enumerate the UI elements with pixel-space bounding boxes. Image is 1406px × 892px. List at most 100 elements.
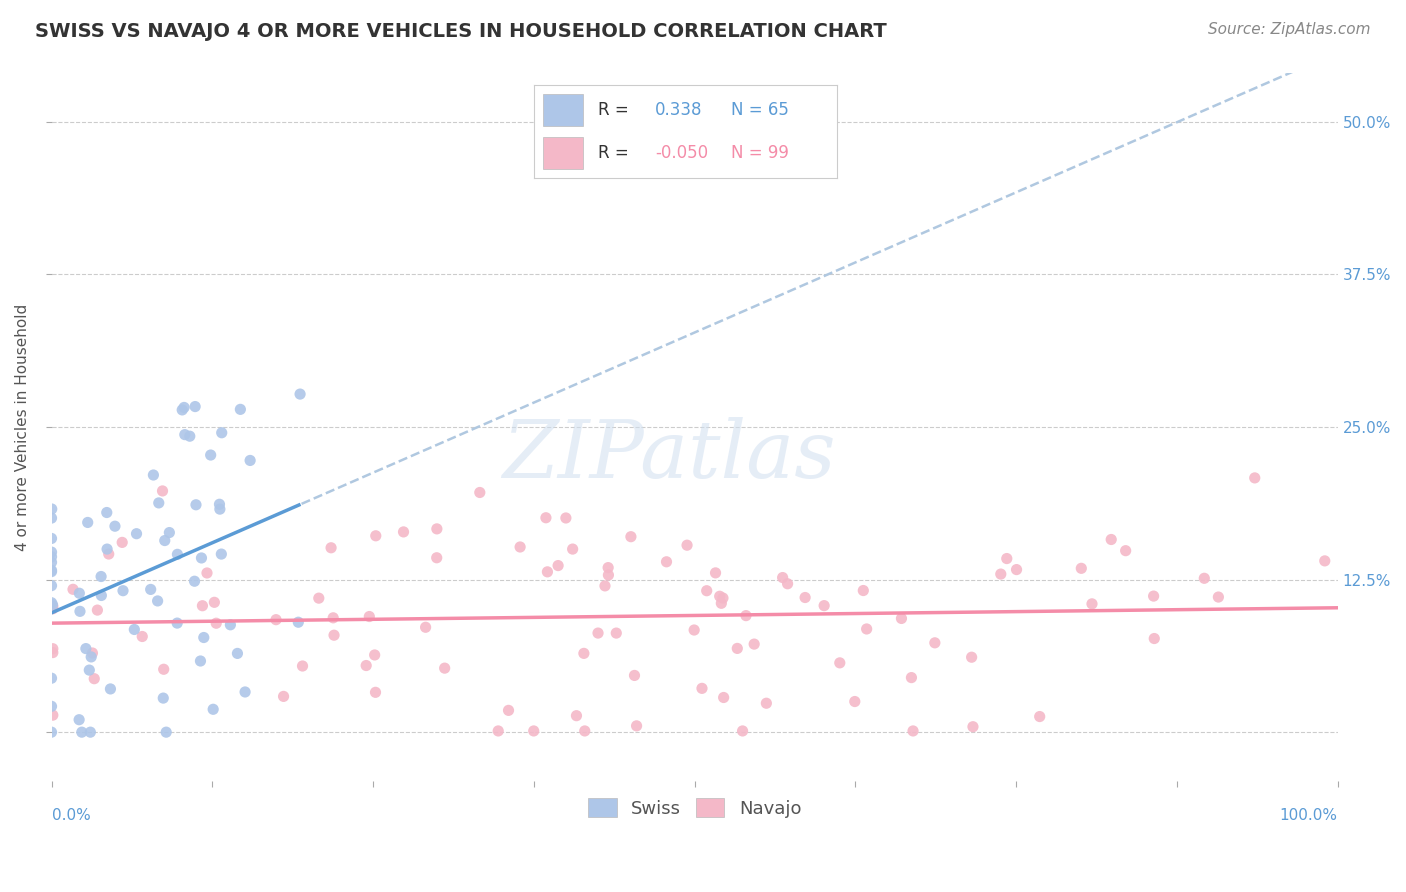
Point [322,611,344,625]
Point [725,641,748,656]
Point [69,604,91,618]
FancyBboxPatch shape [543,137,582,169]
Point [901,723,924,738]
Point [1208,590,1230,604]
Point [76,516,98,530]
Point [104,519,127,533]
Text: N = 65: N = 65 [731,101,789,119]
Point [100,681,122,696]
Point [41,532,63,546]
Point [152,691,174,706]
Point [153,533,176,548]
Point [696,583,718,598]
Point [42,599,65,614]
Point [772,570,794,584]
Point [776,576,799,591]
Point [1243,471,1265,485]
Point [41,502,63,516]
Point [554,511,576,525]
Point [288,387,311,401]
FancyBboxPatch shape [543,95,582,126]
Point [264,613,287,627]
Text: -0.050: -0.050 [655,145,709,162]
Point [166,547,188,561]
Point [995,551,1018,566]
Point [42,646,65,660]
Point [41,596,63,610]
Point [142,468,165,483]
Point [42,641,65,656]
Point [1194,571,1216,585]
Text: 100.0%: 100.0% [1279,808,1337,823]
Point [598,568,620,582]
Point [208,497,231,511]
Point [626,719,648,733]
Legend: Swiss, Navajo: Swiss, Navajo [581,791,808,825]
Point [363,648,385,662]
Point [152,662,174,676]
Point [125,526,148,541]
Point [713,690,735,705]
Point [547,558,569,573]
Point [205,616,228,631]
Point [209,547,232,561]
Point [41,579,63,593]
Point [172,403,194,417]
Point [565,708,588,723]
Text: R =: R = [598,101,628,119]
Point [534,510,557,524]
Point [735,608,758,623]
Point [1005,563,1028,577]
Point [41,563,63,577]
Point [190,551,212,566]
Point [392,524,415,539]
Point [41,598,63,612]
Point [229,402,252,417]
Point [41,699,63,714]
Point [42,708,65,723]
Point [623,668,645,682]
Point [323,628,346,642]
Point [1142,589,1164,603]
Point [195,566,218,580]
Point [226,647,249,661]
Point [131,630,153,644]
Point [1070,561,1092,575]
Point [426,522,449,536]
Point [239,453,262,467]
Point [844,694,866,708]
Point [509,540,531,554]
Point [855,622,877,636]
Point [291,659,314,673]
Point [1313,554,1336,568]
Point [742,637,765,651]
Text: N = 99: N = 99 [731,145,789,162]
Point [1081,597,1104,611]
Point [41,511,63,525]
Point [146,594,169,608]
Point [202,702,225,716]
Point [990,567,1012,582]
Point [890,611,912,625]
Point [183,574,205,589]
Point [97,547,120,561]
Point [41,725,63,739]
Point [828,656,851,670]
Point [90,569,112,583]
Point [676,538,699,552]
Point [166,616,188,631]
Point [704,566,727,580]
Point [852,583,875,598]
Point [354,658,377,673]
Point [486,723,509,738]
Text: R =: R = [598,145,628,162]
Point [574,723,596,738]
Point [75,641,97,656]
Point [139,582,162,597]
Point [468,485,491,500]
Point [319,541,342,555]
Point [219,617,242,632]
Point [111,535,134,549]
Point [157,525,180,540]
Point [179,429,201,443]
